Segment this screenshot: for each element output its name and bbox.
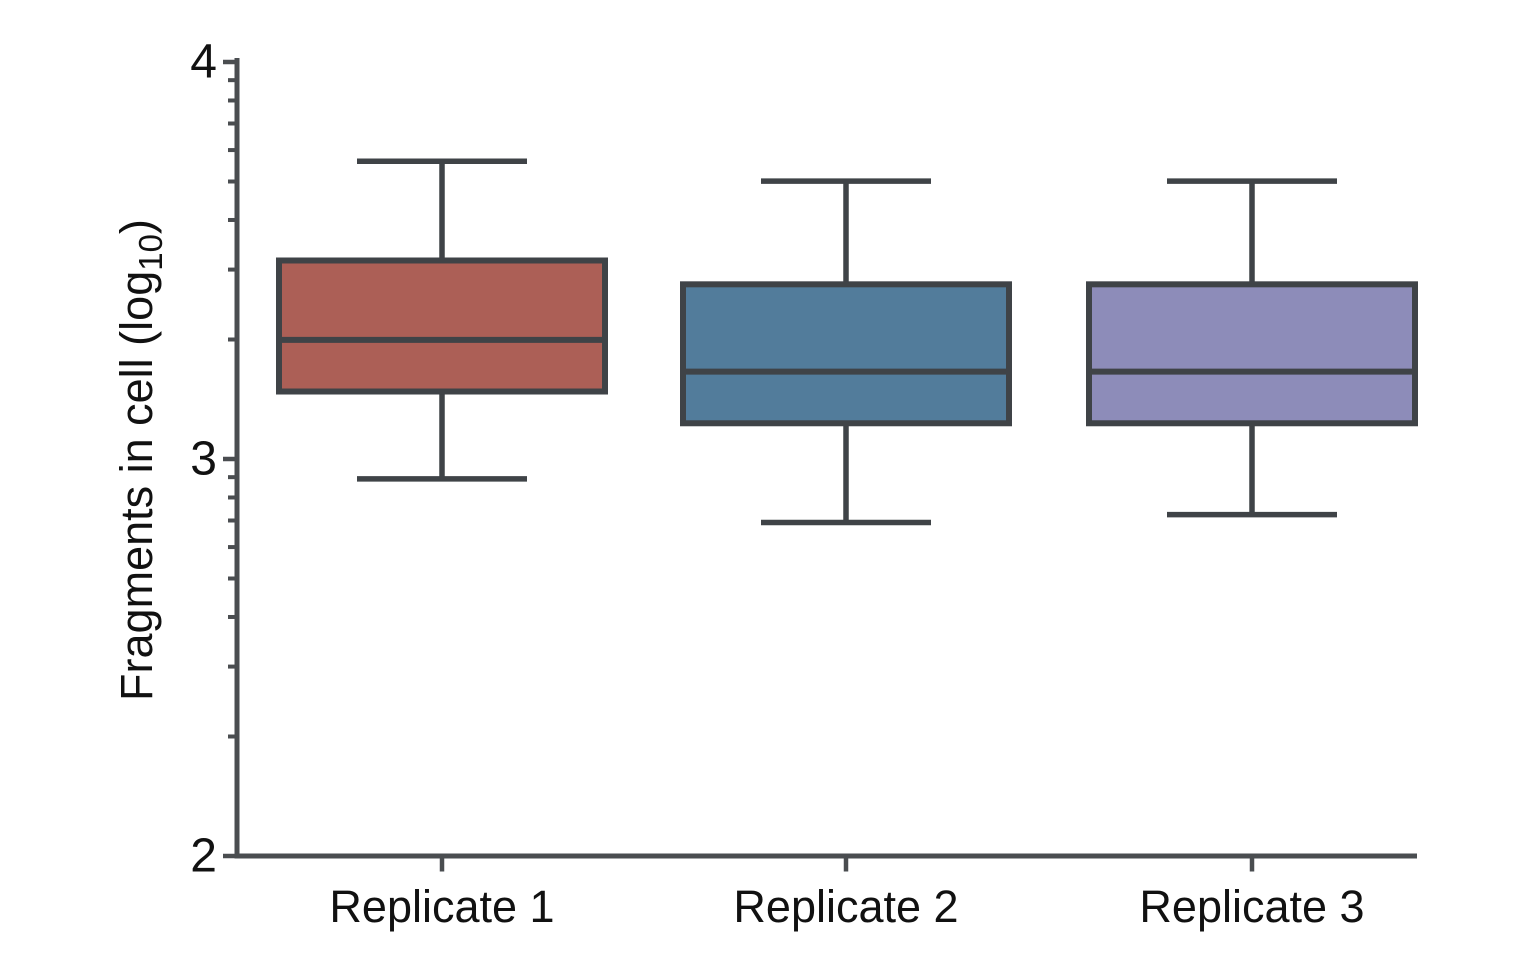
y-tick-label: 2: [190, 830, 217, 883]
y-axis-title: Fragments in cell (log10): [111, 219, 169, 701]
iqr-box-replicate-2: [680, 281, 1012, 427]
x-category-label: Replicate 2: [733, 881, 958, 932]
y-tick-label: 4: [190, 36, 217, 89]
iqr-box-replicate-1: [276, 257, 608, 395]
x-category-label: Replicate 3: [1139, 881, 1364, 932]
x-category-label: Replicate 1: [329, 881, 554, 932]
iqr-box-replicate-3: [1086, 281, 1418, 427]
y-tick-label: 3: [190, 433, 217, 486]
